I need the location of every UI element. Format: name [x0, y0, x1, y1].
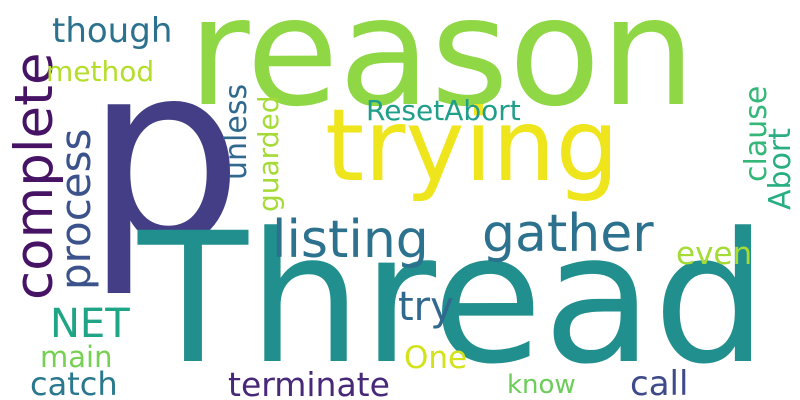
word-catch: catch [30, 365, 118, 400]
word-gather: gather [482, 204, 654, 264]
word-resetabort: ResetAbort [366, 94, 521, 127]
word-net: NET [50, 301, 130, 347]
word-reason: reason [188, 0, 696, 140]
word-trying: trying [325, 87, 620, 204]
word-try: try [398, 284, 454, 330]
word-main: main [40, 340, 113, 374]
word-know: know [507, 370, 576, 400]
word-abort: Abort [763, 127, 798, 210]
word-unless: unless [219, 83, 254, 180]
word-thread: Thread [138, 195, 768, 400]
word-p: p [85, 9, 244, 300]
word-call: call [630, 364, 689, 400]
word-guarded: guarded [252, 95, 285, 212]
word-terminate: terminate [228, 365, 390, 400]
word-method: method [46, 55, 155, 88]
word-listing: listing [272, 210, 429, 270]
word-though: though [52, 11, 173, 51]
word-one: One [404, 340, 468, 376]
word-even: even [676, 236, 753, 272]
word-process: process [51, 128, 100, 290]
